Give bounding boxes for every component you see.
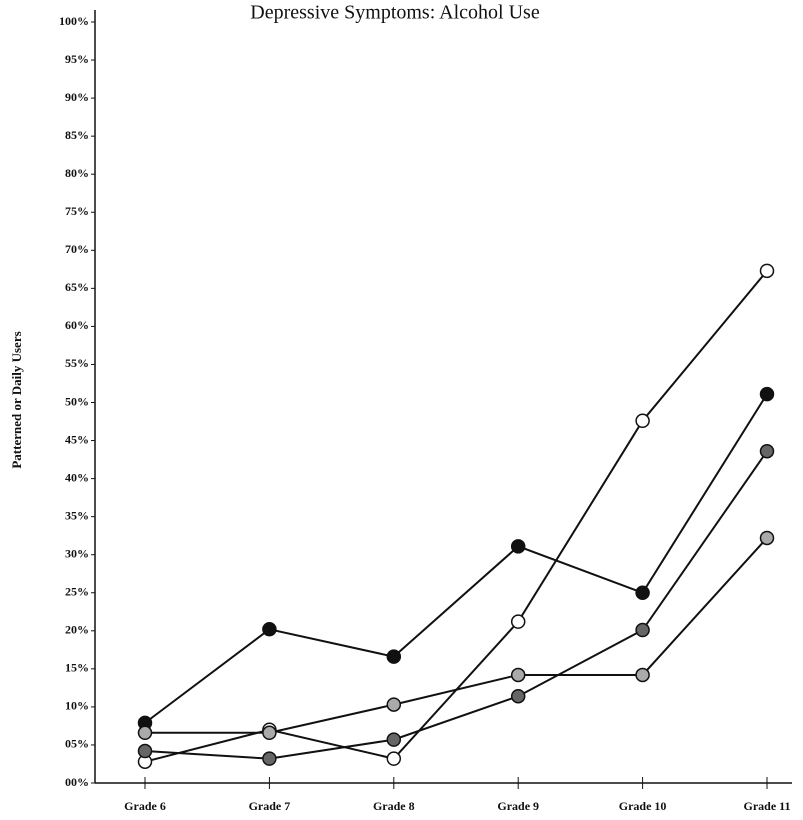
series-marker (386, 649, 402, 664)
series-line (144, 393, 768, 724)
y-tick-label: 05% (65, 737, 89, 751)
y-tick-label: 15% (65, 661, 89, 675)
y-tick-label: 85% (65, 128, 89, 142)
chart-title: Depressive Symptoms: Alcohol Use (250, 2, 540, 24)
y-tick-label: 40% (65, 470, 89, 484)
y-tick-label: 25% (65, 585, 89, 599)
series-marker (137, 743, 153, 759)
series-marker (262, 622, 277, 637)
y-tick-label: 35% (65, 508, 89, 522)
y-axis-label: Patterned or Daily Users (9, 331, 24, 468)
y-tick-label: 45% (65, 432, 89, 446)
x-tick-label: Grade 11 (744, 799, 791, 813)
series-marker (386, 697, 402, 712)
series-marker (759, 263, 775, 279)
series-marker (510, 667, 526, 683)
x-tick-label: Grade 7 (249, 799, 291, 813)
x-tick-label: Grade 8 (373, 799, 415, 813)
series-line (144, 450, 768, 760)
series-marker (635, 413, 650, 429)
y-tick-label: 90% (65, 90, 89, 104)
series-marker (262, 725, 277, 741)
y-tick-label: 95% (65, 52, 89, 66)
series-marker (759, 443, 775, 459)
series-marker (262, 751, 277, 766)
series-marker (510, 614, 526, 629)
series-line (144, 270, 768, 763)
y-tick-label: 80% (65, 166, 89, 180)
y-tick-label: 10% (65, 699, 89, 713)
y-tick-label: 00% (65, 775, 89, 789)
y-tick-label: 100% (59, 14, 89, 28)
y-tick-label: 50% (65, 394, 89, 408)
series-line (145, 537, 768, 734)
series-marker (510, 539, 526, 554)
y-tick-label: 55% (65, 356, 89, 370)
series-marker (510, 688, 526, 704)
x-tick-label: Grade 10 (619, 799, 667, 813)
y-tick-label: 70% (65, 242, 89, 256)
y-tick-label: 30% (65, 546, 89, 560)
series-marker (386, 732, 402, 747)
x-tick-label: Grade 9 (497, 799, 539, 813)
series-marker (759, 386, 775, 402)
series-marker (137, 725, 153, 741)
x-tick-label: Grade 6 (124, 799, 166, 813)
y-tick-label: 75% (65, 204, 89, 218)
series-marker (635, 585, 650, 600)
y-tick-label: 60% (65, 318, 89, 332)
y-tick-label: 20% (65, 623, 89, 637)
y-tick-label: 65% (65, 280, 89, 294)
series-marker (635, 667, 650, 683)
series-marker (386, 751, 402, 766)
series-marker (635, 622, 650, 638)
series-marker (759, 530, 775, 546)
